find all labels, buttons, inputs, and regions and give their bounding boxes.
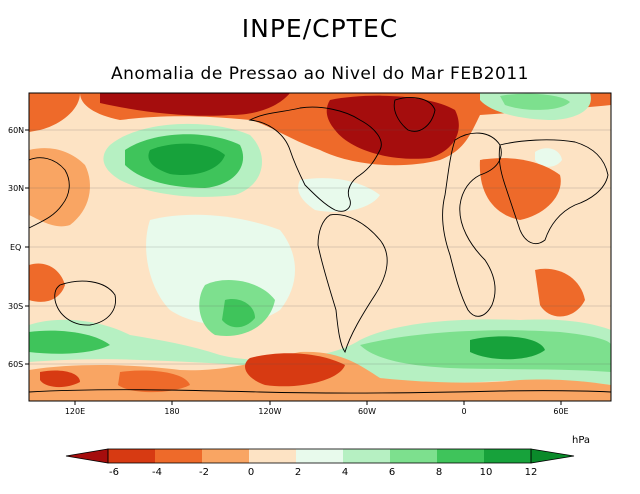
lon-ticks <box>74 401 562 405</box>
coastline-greenland <box>393 97 436 132</box>
field-atlantic-positive <box>298 178 380 212</box>
coastline-antarctica <box>29 389 611 394</box>
colorbar-swatch-pos2 <box>343 449 390 463</box>
colorbar-swatch-pos0 <box>296 449 343 463</box>
colorbar-swatch-pos8 <box>484 449 531 463</box>
lat-label-eq: EQ <box>10 243 21 252</box>
map-subtitle: Anomalia de Pressao ao Nivel do Mar FEB2… <box>111 64 529 84</box>
colorbar-swatch-pos4 <box>390 449 437 463</box>
lon-label-120w: 120W <box>258 407 281 416</box>
colorbar-tick-0: 0 <box>248 467 254 478</box>
colorbar-swatch-neg2 <box>202 449 249 463</box>
colorbar-tick-2: 2 <box>295 467 301 478</box>
field-north-pacific-high-core <box>148 143 225 176</box>
field-south-atlantic-core <box>470 336 545 360</box>
coastline-north-america <box>248 106 382 212</box>
colorbar-tick-neg4: -4 <box>152 467 162 478</box>
coastlines <box>29 97 611 394</box>
lon-label-120e: 120E <box>65 407 85 416</box>
coastline-east-asia <box>29 157 70 229</box>
field-west-pacific-negative <box>29 148 90 227</box>
lat-ticks <box>25 129 29 365</box>
field-icelandic-low <box>326 95 459 159</box>
field-eurasia-core <box>500 93 570 110</box>
coastline-south-america <box>317 214 388 354</box>
colorbar-swatch-pos6 <box>437 449 484 463</box>
field-australia-negative <box>29 263 65 302</box>
lat-label-30s: 30S <box>8 302 23 311</box>
lon-label-60w: 60W <box>358 407 376 416</box>
lat-label-60s: 60S <box>8 360 23 369</box>
field-arctic-strong-low <box>100 93 290 116</box>
colorbar-tick-4: 4 <box>342 467 348 478</box>
field-amundsen-low <box>245 353 345 387</box>
colorbar-tick-12: 12 <box>525 467 538 478</box>
field-tibet-positive <box>535 148 562 167</box>
field-sw-low <box>40 370 80 388</box>
graticule <box>29 129 611 365</box>
lat-label-60n: 60N <box>8 126 24 135</box>
lon-label-180: 180 <box>164 407 179 416</box>
lon-label-60e: 60E <box>553 407 568 416</box>
field-ross-low <box>118 370 190 393</box>
field-asia-negative <box>479 158 561 220</box>
colorbar-tick-8: 8 <box>436 467 442 478</box>
coastline-australia <box>54 280 116 326</box>
colorbar-swatch-neg6 <box>108 449 155 463</box>
field-siberia-negative <box>29 93 80 132</box>
colorbar-swatch-pos10 <box>531 449 574 463</box>
colorbar: -6 -4 -2 0 2 4 6 8 10 12 hPa <box>65 435 590 478</box>
colorbar-tick-10: 10 <box>480 467 493 478</box>
colorbar-tick-neg2: -2 <box>199 467 209 478</box>
colorbar-swatch-neg0 <box>249 449 296 463</box>
organization-title: INPE/CPTEC <box>241 14 399 43</box>
colorbar-swatch-neg8 <box>66 449 108 463</box>
coastline-asia <box>498 139 609 244</box>
colorbar-unit: hPa <box>572 435 590 446</box>
field-indian-negative <box>535 268 585 317</box>
colorbar-swatch-neg4 <box>155 449 202 463</box>
lat-label-30n: 30N <box>8 184 24 193</box>
colorbar-tick-neg6: -6 <box>109 467 119 478</box>
coastline-africa-europe <box>442 132 502 317</box>
colorbar-tick-6: 6 <box>389 467 395 478</box>
lon-label-0: 0 <box>461 407 466 416</box>
field-sw-indian-green <box>29 330 110 354</box>
map-field <box>29 93 611 401</box>
